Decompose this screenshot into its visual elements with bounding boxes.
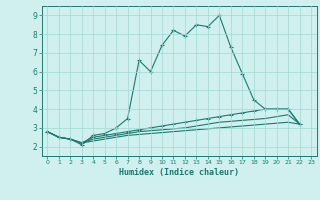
X-axis label: Humidex (Indice chaleur): Humidex (Indice chaleur) <box>119 168 239 177</box>
